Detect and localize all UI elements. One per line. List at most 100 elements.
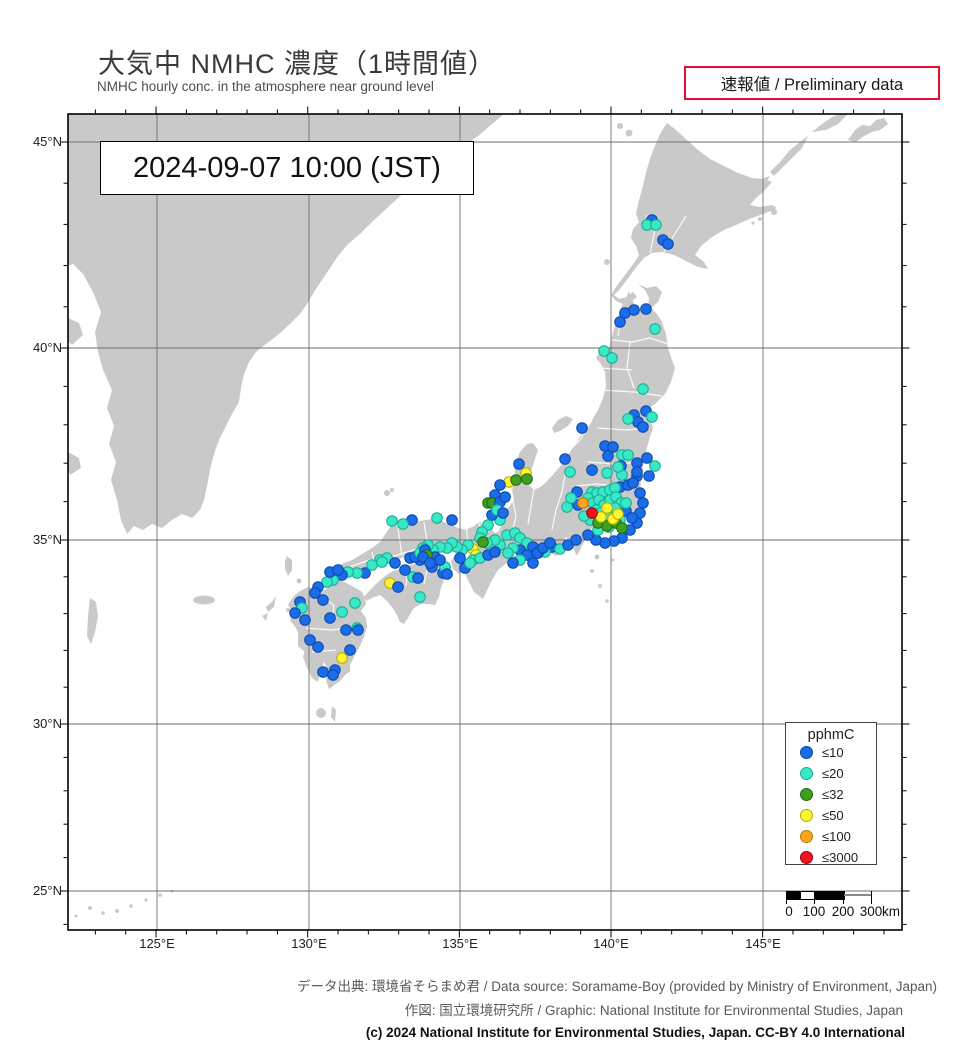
station-dot	[586, 507, 598, 519]
station-dot	[641, 452, 653, 464]
lat-label: 35°N	[32, 532, 62, 547]
scale-label: 0	[785, 904, 793, 919]
station-dot	[299, 614, 311, 626]
station-dot	[612, 461, 624, 473]
station-dot	[662, 238, 674, 250]
station-dot	[499, 491, 511, 503]
japan-map	[60, 106, 910, 938]
legend-swatch-yellow	[800, 809, 813, 822]
station-dot	[513, 458, 525, 470]
station-dot	[441, 568, 453, 580]
station-dot	[489, 546, 501, 558]
legend-swatch-green	[800, 788, 813, 801]
station-dot	[582, 529, 594, 541]
legend-label: ≤100	[822, 829, 851, 844]
station-dot	[399, 564, 411, 576]
legend-swatch-cyan	[800, 767, 813, 780]
station-dot	[606, 352, 618, 364]
station-dot	[412, 572, 424, 584]
station-dot	[627, 477, 639, 489]
station-dot	[454, 552, 466, 564]
lon-label: 125°E	[139, 936, 175, 951]
legend-swatch-red	[800, 851, 813, 864]
station-dot	[414, 591, 426, 603]
station-dot	[392, 581, 404, 593]
scale-bar-line	[843, 894, 872, 896]
preliminary-badge: 速報値 / Preliminary data	[684, 66, 940, 100]
page-title: 大気中 NMHC 濃度（1時間値）	[98, 49, 497, 79]
legend-label: ≤20	[822, 766, 844, 781]
legend-label: ≤50	[822, 808, 844, 823]
timestamp-box: 2024-09-07 10:00 (JST)	[100, 141, 474, 195]
station-dot	[616, 522, 628, 534]
station-dot	[332, 564, 344, 576]
station-dot	[507, 557, 519, 569]
station-dot	[304, 634, 316, 646]
scale-bar-segments	[786, 891, 845, 900]
lon-label: 145°E	[745, 936, 781, 951]
station-dot	[626, 512, 638, 524]
station-dot	[317, 666, 329, 678]
scale-bar: 0 100 200 300 km	[785, 889, 911, 923]
station-dot	[446, 514, 458, 526]
lon-label: 140°E	[593, 936, 629, 951]
station-dot	[565, 492, 577, 504]
land-kyushu	[288, 578, 367, 689]
station-dot	[577, 497, 589, 509]
legend-row: ≤100	[786, 827, 876, 848]
legend-row: ≤10	[786, 743, 876, 764]
station-dot	[344, 644, 356, 656]
scale-label: 300	[859, 904, 883, 919]
station-dot	[586, 464, 598, 476]
lon-label: 135°E	[442, 936, 478, 951]
station-dot	[649, 323, 661, 335]
station-dot	[502, 547, 514, 559]
station-dot	[576, 422, 588, 434]
station-dot	[564, 466, 576, 478]
station-dot	[607, 441, 619, 453]
lat-label: 30°N	[32, 716, 62, 731]
station-dot	[612, 508, 624, 520]
station-dot	[649, 460, 661, 472]
station-dot	[352, 624, 364, 636]
station-dot	[622, 449, 634, 461]
lon-label: 130°E	[291, 936, 327, 951]
station-dot	[637, 497, 649, 509]
station-dots	[289, 214, 674, 681]
station-dot	[431, 512, 443, 524]
station-dot	[614, 316, 626, 328]
station-dot	[324, 612, 336, 624]
station-dot	[559, 453, 571, 465]
station-dot	[601, 502, 613, 514]
station-dot	[464, 557, 476, 569]
legend-label: ≤32	[822, 787, 844, 802]
page-subtitle: NMHC hourly conc. in the atmosphere near…	[97, 79, 434, 94]
station-dot	[397, 518, 409, 530]
land-continent	[68, 114, 504, 534]
station-dot	[366, 559, 378, 571]
scale-unit: km	[882, 904, 900, 919]
station-dot	[544, 537, 556, 549]
station-dot	[527, 557, 539, 569]
legend-row: ≤20	[786, 764, 876, 785]
station-dot	[602, 450, 614, 462]
station-dot	[622, 413, 634, 425]
station-dot	[643, 470, 655, 482]
land-shikoku	[364, 562, 451, 624]
legend-row: ≤3000	[786, 848, 876, 869]
station-dot	[521, 473, 533, 485]
legend-swatch-orange	[800, 830, 813, 843]
station-dot	[434, 554, 446, 566]
station-dot	[317, 594, 329, 606]
station-dot	[309, 587, 321, 599]
footer-data-source: データ出典: 環境省そらまめ君 / Data source: Soramame-…	[297, 979, 937, 994]
station-dot	[650, 219, 662, 231]
station-dot	[349, 597, 361, 609]
station-dot	[637, 421, 649, 433]
legend-swatch-blue	[800, 746, 813, 759]
station-dot	[631, 466, 643, 478]
station-dot	[634, 487, 646, 499]
station-dot	[376, 556, 388, 568]
legend-row: ≤32	[786, 785, 876, 806]
